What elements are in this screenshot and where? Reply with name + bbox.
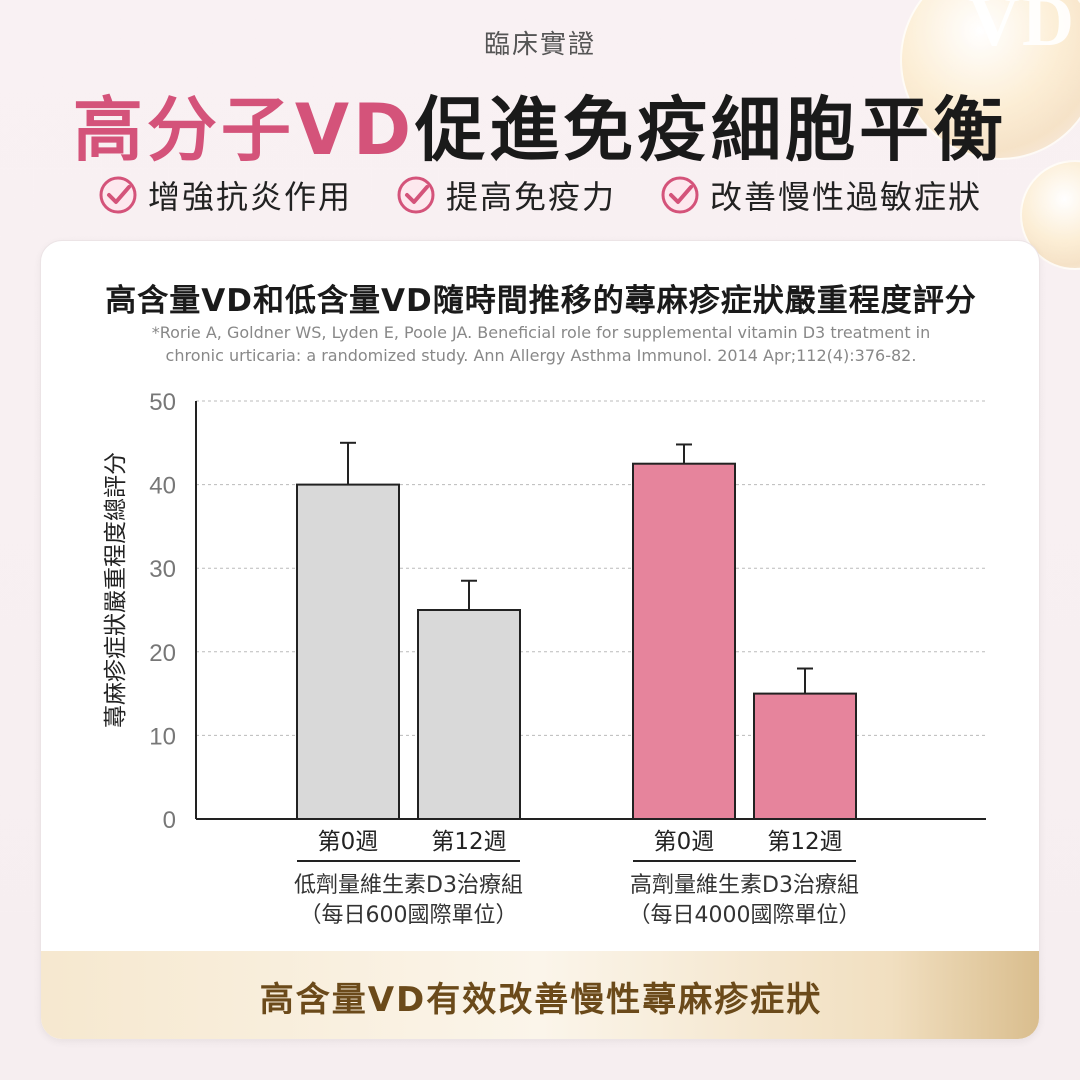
y-tick-label: 50	[149, 389, 176, 416]
x-tick-label: 第12週	[431, 829, 506, 855]
x-tick-label: 第12週	[767, 829, 842, 855]
group-label: 低劑量維生素D3治療組	[294, 873, 523, 898]
headline: 高分子VD促進免疫細胞平衡	[0, 74, 1080, 175]
group-label: 高劑量維生素D3治療組	[630, 873, 859, 898]
footer-band: 高含量VD有效改善慢性蕁麻疹症狀	[41, 951, 1039, 1039]
check-circle-icon	[397, 176, 435, 214]
x-tick-label: 第0週	[654, 829, 715, 855]
kicker-label: 臨床實證	[483, 30, 596, 60]
bar	[632, 462, 736, 820]
headline-accent: 高分子VD	[72, 89, 416, 171]
benefit-label: 提高免疫力	[445, 178, 616, 216]
bar	[753, 692, 857, 821]
bar	[296, 483, 400, 820]
y-tick-label: 10	[149, 723, 176, 750]
y-tick-label: 40	[149, 473, 176, 500]
y-tick-label: 0	[163, 807, 176, 834]
x-tick-label: 第0週	[318, 829, 379, 855]
y-tick-label: 30	[149, 556, 176, 583]
benefits-list: 增強抗炎作用 提高免疫力 改善慢性過敏症狀	[0, 172, 1080, 218]
citation: *Rorie A, Goldner WS, Lyden E, Poole JA.…	[111, 321, 971, 367]
footer-text: 高含量VD有效改善慢性蕁麻疹症狀	[259, 979, 823, 1020]
benefit-item: 改善慢性過敏症狀	[660, 172, 982, 218]
headline-rest: 促進免疫細胞平衡	[415, 89, 1008, 171]
group-sublabel: （每日4000國際單位）	[629, 903, 861, 928]
vd-badge-text: VD	[968, 0, 1076, 61]
citation-line: chronic urticaria: a randomized study. A…	[165, 346, 917, 365]
chart-title: 高含量VD和低含量VD隨時間推移的蕁麻疹症狀嚴重程度評分	[105, 283, 977, 319]
y-axis-label: 蕁麻疹症狀嚴重程度總評分	[103, 452, 129, 728]
benefit-label: 增強抗炎作用	[147, 178, 352, 216]
benefit-item: 提高免疫力	[396, 172, 616, 218]
chart-card: 高含量VD和低含量VD隨時間推移的蕁麻疹症狀嚴重程度評分 *Rorie A, G…	[40, 240, 1040, 1040]
benefit-item: 增強抗炎作用	[98, 172, 352, 218]
group-sublabel: （每日600國際單位）	[300, 903, 518, 928]
check-circle-icon	[661, 176, 699, 214]
citation-line: *Rorie A, Goldner WS, Lyden E, Poole JA.…	[151, 323, 931, 342]
y-tick-label: 20	[149, 640, 176, 667]
bar	[417, 609, 521, 820]
benefit-label: 改善慢性過敏症狀	[710, 178, 983, 216]
check-circle-icon	[99, 176, 137, 214]
